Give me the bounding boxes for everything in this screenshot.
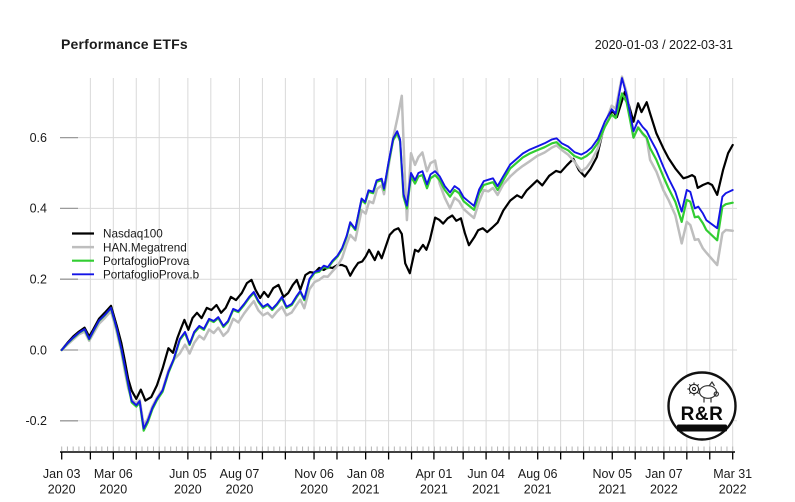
- x-tick-label-date: Jun 05: [169, 467, 207, 481]
- pig-snout: [713, 391, 720, 397]
- pig-ear: [708, 380, 716, 387]
- x-tick-label-date: Apr 01: [415, 467, 452, 481]
- logo-text: R&R: [681, 404, 724, 425]
- x-tick-label-date: Mar 06: [94, 467, 133, 481]
- gear-tooth: [688, 383, 692, 387]
- x-tick-label-year: 2020: [226, 483, 254, 497]
- legend-item-han-megatrend: HAN.Megatrend: [72, 241, 187, 254]
- x-tick-label-date: Jun 04: [467, 467, 505, 481]
- rr-logo: R&R: [667, 371, 737, 441]
- chart-title: Performance ETFs: [61, 36, 188, 52]
- chart-date-range: 2020-01-03 / 2022-03-31: [594, 38, 733, 52]
- x-tick-label-year: 2021: [524, 483, 552, 497]
- x-tick-label-date: Nov 05: [592, 467, 632, 481]
- x-tick-label-date: Mar 31: [713, 467, 752, 481]
- x-tick-label-date: Nov 06: [294, 467, 334, 481]
- x-tick-label-year: 2020: [174, 483, 202, 497]
- piggy-bank-icon: [698, 380, 720, 403]
- x-tick-label-year: 2021: [420, 483, 448, 497]
- y-tick-label: 0.0: [30, 343, 47, 357]
- legend: Nasdaq100HAN.MegatrendPortafoglioProvaPo…: [72, 228, 200, 282]
- x-tick-label-date: Jan 08: [347, 467, 385, 481]
- legend-item-portafoglioprova: PortafoglioProva: [72, 255, 190, 268]
- x-tick-label-date: Jan 07: [645, 467, 683, 481]
- series-line-nasdaq100: [60, 90, 734, 402]
- x-tick-label-date: Aug 07: [220, 467, 260, 481]
- series-lines: [60, 75, 734, 432]
- x-tick-label-year: 2021: [598, 483, 626, 497]
- x-tick-label-date: Aug 06: [518, 467, 558, 481]
- y-tick-label: 0.6: [30, 131, 47, 145]
- gear-tooth: [696, 383, 700, 387]
- gear-tooth: [688, 391, 692, 395]
- gear-icon: [687, 382, 701, 396]
- x-axis: Jan 03 2020 Mar 06 2020 Jun 05 2020 Aug 07 2020…: [43, 446, 752, 497]
- gear-tooth: [696, 391, 700, 395]
- x-tick-label-year: 2020: [300, 483, 328, 497]
- x-tick-label-year: 2022: [719, 483, 747, 497]
- legend-label-portafoglioprova: PortafoglioProva: [103, 255, 190, 268]
- legend-item-nasdaq100: Nasdaq100: [72, 228, 163, 241]
- x-tick-label-year: 2021: [472, 483, 500, 497]
- x-tick-label-year: 2020: [99, 483, 127, 497]
- y-tick-label: 0.2: [30, 273, 47, 287]
- legend-item-portafoglioprova-b: PortafoglioProva.b: [72, 269, 200, 282]
- series-line-portafoglioprova-b: [60, 77, 734, 430]
- y-tick-label: -0.2: [25, 414, 47, 428]
- x-tick-label-year: 2021: [352, 483, 380, 497]
- legend-label-han-megatrend: HAN.Megatrend: [103, 241, 187, 254]
- logo-circle: [667, 371, 737, 441]
- legend-label-nasdaq100: Nasdaq100: [103, 228, 163, 241]
- y-tick-label: 0.4: [30, 202, 47, 216]
- gear-hole: [691, 386, 697, 392]
- x-tick-label-year: 2020: [48, 483, 76, 497]
- logo-tagline-bar: [677, 424, 727, 432]
- legend-label-portafoglioprova-b: PortafoglioProva.b: [103, 269, 200, 282]
- x-tick-label-year: 2022: [650, 483, 678, 497]
- gridlines: -0.2 0.0 0.2 0.4 0.6: [25, 78, 737, 452]
- x-tick-label-date: Jan 03: [43, 467, 81, 481]
